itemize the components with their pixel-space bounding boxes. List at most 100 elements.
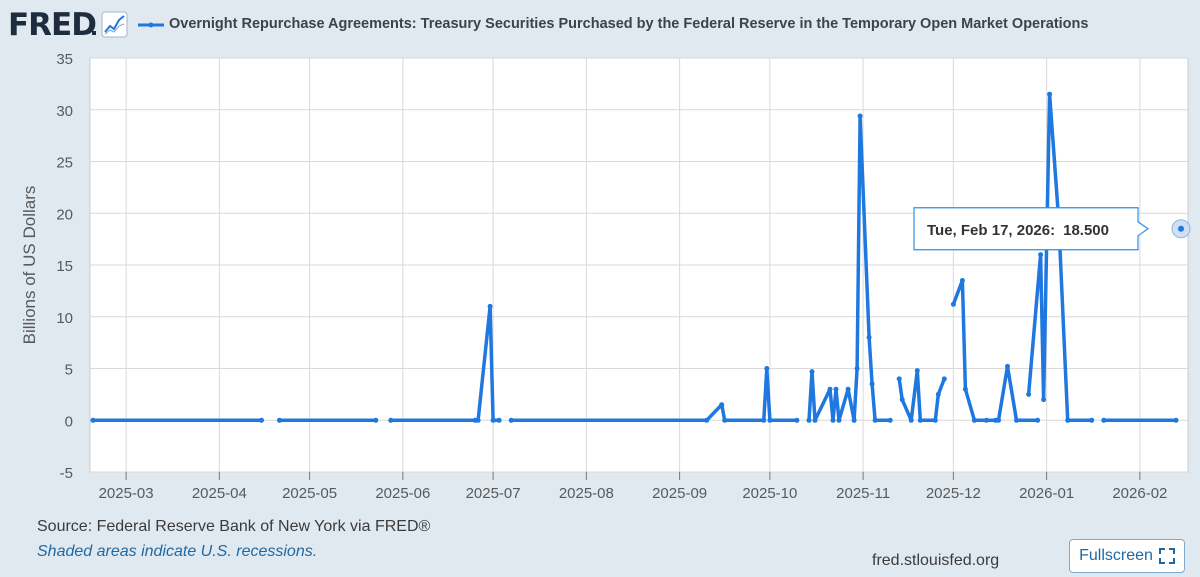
data-point xyxy=(794,417,800,423)
y-tick-label: 5 xyxy=(65,362,73,379)
data-point xyxy=(941,376,947,382)
data-point xyxy=(935,391,941,397)
series-line-segment xyxy=(509,366,799,423)
y-tick-label: 0 xyxy=(65,413,73,430)
data-point xyxy=(908,417,914,423)
data-point xyxy=(854,366,860,371)
data-point xyxy=(373,417,379,423)
data-point xyxy=(950,301,956,307)
data-point xyxy=(764,366,770,371)
data-point xyxy=(812,417,818,423)
chart-canvas[interactable]: -5 0 5 10 15 20 25 30 35 2025-03 2025-04 2025-05 202… xyxy=(0,0,1200,510)
data-point xyxy=(827,386,833,392)
x-tick-label: 2025-10 xyxy=(742,485,797,502)
data-point xyxy=(833,386,839,392)
tooltip-box xyxy=(913,207,1150,251)
data-point xyxy=(1101,417,1107,423)
data-point xyxy=(830,417,836,423)
data-point xyxy=(704,417,710,423)
source-text: Source: Federal Reserve Bank of New York… xyxy=(37,518,431,535)
data-point xyxy=(508,417,514,423)
data-point xyxy=(836,417,842,423)
y-tick-label: 30 xyxy=(56,103,73,120)
chart-header: FRED Overnight Repurchase Agreements: Tr… xyxy=(0,0,1200,52)
data-point xyxy=(899,397,905,403)
data-point xyxy=(896,376,902,382)
y-tick-label: 25 xyxy=(56,155,73,172)
series-line-segment xyxy=(897,368,947,423)
data-point xyxy=(1047,91,1053,97)
x-tick-label: 2025-05 xyxy=(282,485,337,502)
x-tick-label: 2025-09 xyxy=(652,485,707,502)
data-point xyxy=(767,417,773,423)
tooltip-text: Tue, Feb 17, 2026: 18.500 xyxy=(927,222,1109,239)
fullscreen-label: Fullscreen xyxy=(1079,547,1153,564)
fred-logo[interactable]: FRED xyxy=(8,7,97,43)
x-tick-label: 2025-07 xyxy=(466,485,521,502)
data-point xyxy=(761,417,767,423)
x-tick-label: 2025-08 xyxy=(559,485,614,502)
data-point xyxy=(1005,363,1010,369)
tooltip-value: 18.500 xyxy=(1063,222,1109,239)
y-tick-label: -5 xyxy=(60,465,73,482)
data-point xyxy=(722,417,728,423)
data-point xyxy=(996,417,1001,423)
x-tick-label: 2025-12 xyxy=(926,485,981,502)
site-url: fred.stlouisfed.org xyxy=(872,552,1000,569)
legend-swatch xyxy=(138,22,164,28)
data-point xyxy=(277,417,282,423)
data-point xyxy=(1026,391,1032,397)
data-point xyxy=(917,417,923,423)
data-point xyxy=(959,278,965,283)
y-tick-label: 10 xyxy=(56,310,73,327)
data-point xyxy=(475,417,481,423)
x-tick-label: 2025-04 xyxy=(192,485,247,502)
series-line-segment xyxy=(476,304,501,423)
data-point xyxy=(872,417,878,423)
logo-dot xyxy=(92,31,96,35)
x-tick-label: 2025-06 xyxy=(375,485,430,502)
y-tick-label: 35 xyxy=(56,51,73,68)
tooltip-date: Tue, Feb 17, 2026: xyxy=(927,222,1055,239)
y-tick-label: 20 xyxy=(56,206,73,223)
data-point xyxy=(1089,417,1095,423)
data-point xyxy=(1065,417,1071,423)
x-tick-label: 2025-11 xyxy=(836,485,890,502)
data-point xyxy=(869,381,875,387)
data-point xyxy=(90,417,96,423)
data-point xyxy=(971,417,977,423)
data-point xyxy=(490,417,496,423)
data-point xyxy=(983,417,989,423)
data-point xyxy=(962,386,968,392)
data-point xyxy=(866,334,872,340)
data-point xyxy=(914,368,920,374)
data-point xyxy=(1041,397,1047,403)
y-axis-label: Billions of US Dollars xyxy=(20,186,39,345)
data-point xyxy=(259,417,264,423)
data-point xyxy=(845,386,851,392)
x-tick-label: 2026-01 xyxy=(1019,485,1074,502)
data-point xyxy=(857,113,863,119)
data-point xyxy=(1173,417,1179,423)
x-tick-label: 2025-03 xyxy=(99,485,154,502)
data-point xyxy=(1038,252,1044,258)
data-point xyxy=(388,417,394,423)
chart-title: Overnight Repurchase Agreements: Treasur… xyxy=(169,16,1089,32)
y-tick-label: 15 xyxy=(56,258,73,275)
data-point xyxy=(809,369,815,375)
data-point xyxy=(719,402,725,408)
x-tick-label: 2026-02 xyxy=(1112,485,1167,502)
data-point xyxy=(1014,417,1019,423)
data-point xyxy=(487,303,493,309)
data-point xyxy=(496,417,502,423)
recession-note: Shaded areas indicate U.S. recessions. xyxy=(37,543,318,560)
data-point xyxy=(851,417,857,423)
hover-point xyxy=(1178,225,1184,232)
data-point xyxy=(1035,417,1041,423)
data-point xyxy=(932,417,938,423)
line-graph-icon xyxy=(101,11,128,38)
fullscreen-icon xyxy=(1158,548,1175,564)
series-line-segment xyxy=(951,278,1040,423)
data-point xyxy=(887,417,893,423)
fullscreen-button[interactable]: Fullscreen xyxy=(1069,539,1185,573)
